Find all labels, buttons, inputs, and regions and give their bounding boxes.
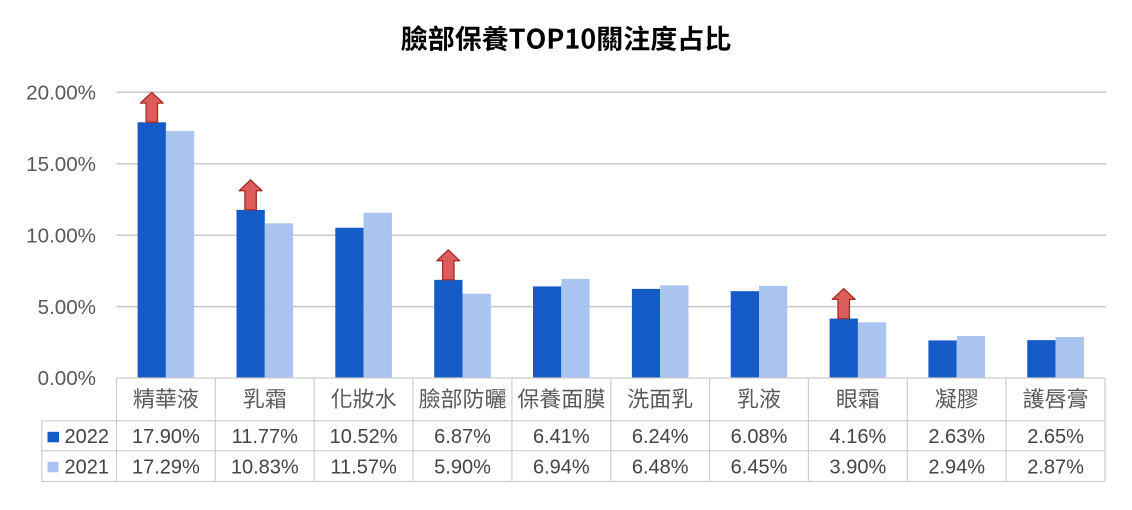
svg-text:11.57%: 11.57% [330, 456, 397, 478]
svg-text:20.00%: 20.00% [26, 82, 96, 105]
svg-text:6.41%: 6.41% [533, 426, 590, 448]
svg-text:10.83%: 10.83% [231, 456, 299, 478]
svg-text:10.00%: 10.00% [26, 224, 96, 247]
svg-text:2.65%: 2.65% [1027, 426, 1084, 448]
svg-text:2022: 2022 [65, 426, 110, 448]
svg-text:0.00%: 0.00% [38, 367, 96, 390]
svg-text:2.87%: 2.87% [1027, 456, 1084, 478]
svg-text:11.77%: 11.77% [232, 426, 299, 448]
svg-text:6.87%: 6.87% [434, 426, 491, 448]
svg-text:6.24%: 6.24% [632, 426, 689, 448]
svg-text:6.48%: 6.48% [632, 456, 689, 478]
svg-text:6.94%: 6.94% [533, 456, 590, 478]
svg-text:15.00%: 15.00% [26, 153, 96, 176]
svg-text:3.90%: 3.90% [830, 456, 887, 478]
svg-text:6.08%: 6.08% [731, 426, 788, 448]
svg-text:2.94%: 2.94% [928, 456, 985, 478]
svg-text:10.52%: 10.52% [330, 426, 398, 448]
svg-text:5.00%: 5.00% [38, 296, 96, 319]
svg-text:6.45%: 6.45% [731, 456, 788, 478]
svg-text:2.63%: 2.63% [928, 426, 985, 448]
svg-text:4.16%: 4.16% [830, 426, 887, 448]
svg-text:17.90%: 17.90% [132, 426, 200, 448]
svg-text:2021: 2021 [65, 456, 110, 478]
svg-text:5.90%: 5.90% [434, 456, 491, 478]
svg-text:17.29%: 17.29% [132, 456, 200, 478]
